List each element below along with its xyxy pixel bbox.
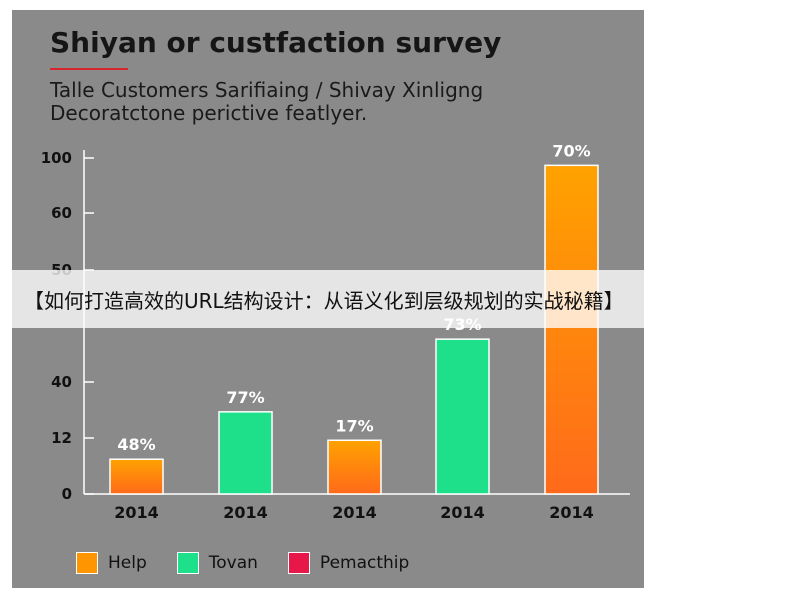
chart-subtitle-line-2: Decoratctone perictive featlyer. <box>50 101 368 125</box>
x-category-label: 2014 <box>332 503 377 522</box>
legend-item-pemacthip: Pemacthip <box>287 552 410 574</box>
bar-value-label: 17% <box>335 416 373 435</box>
legend-label-pemacthip: Pemacthip <box>319 553 410 573</box>
y-tick-label: 100 <box>41 149 72 167</box>
chart-title: Shiyan or custfaction survey <box>50 26 502 59</box>
bar <box>327 439 382 495</box>
bar <box>109 458 164 495</box>
x-axis-labels: 2014 2014 2014 2014 2014 <box>114 503 594 522</box>
bar-value-label: 48% <box>117 435 155 454</box>
bar <box>544 164 599 495</box>
overlay-banner: 【如何打造高效的URL结构设计：从语义化到层级规划的实战秘籍】 <box>0 270 800 328</box>
bar <box>218 411 273 495</box>
legend-swatch-help <box>76 552 98 574</box>
x-category-label: 2014 <box>440 503 485 522</box>
legend-swatch-pemacthip <box>287 552 310 574</box>
legend-item-help: Help <box>76 552 147 574</box>
legend-label-tovan: Tovan <box>208 553 258 573</box>
bar-value-label: 70% <box>552 141 590 160</box>
y-tick-label: 40 <box>51 373 72 391</box>
x-category-label: 2014 <box>114 503 159 522</box>
x-category-label: 2014 <box>223 503 268 522</box>
legend-item-tovan: Tovan <box>176 552 258 574</box>
legend-label-help: Help <box>108 553 147 573</box>
chart-legend: Help Tovan Pemacthip <box>76 552 439 574</box>
bar-value-label: 77% <box>226 388 264 407</box>
y-tick-label: 12 <box>51 429 72 447</box>
y-tick-label: 60 <box>51 204 72 222</box>
title-underline <box>50 68 128 70</box>
y-tick-label: 0 <box>62 485 72 503</box>
x-category-label: 2014 <box>549 503 594 522</box>
legend-swatch-tovan <box>176 552 199 574</box>
chart-subtitle-line-1: Talle Customers Sarifiaing / Shivay Xinl… <box>50 78 484 102</box>
bar <box>435 338 490 495</box>
banner-text: 【如何打造高效的URL结构设计：从语义化到层级规划的实战秘籍】 <box>24 288 624 313</box>
bar-series <box>109 164 599 495</box>
